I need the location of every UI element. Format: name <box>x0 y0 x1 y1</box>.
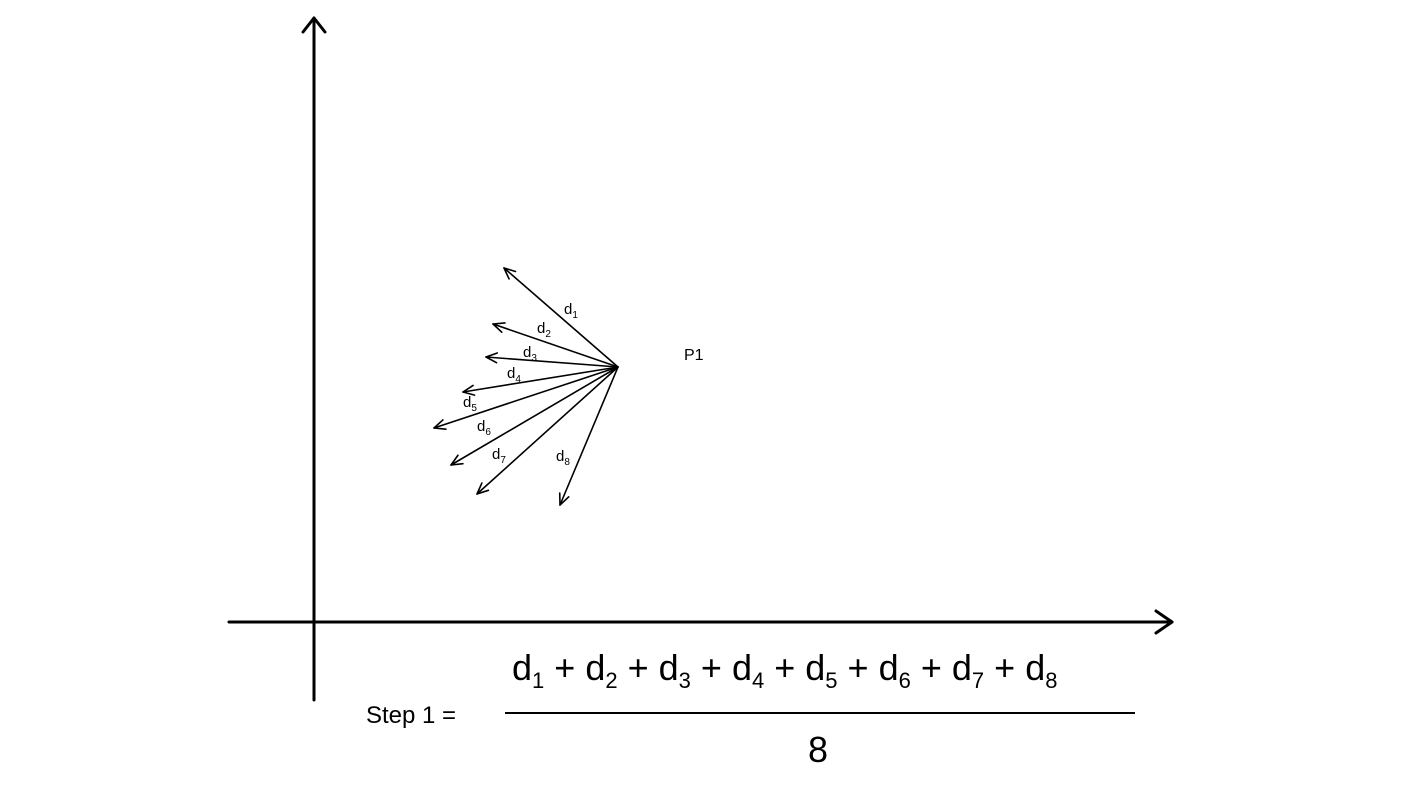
numerator-subscript-1: 1 <box>532 668 544 693</box>
numerator-term-d1: d <box>512 647 532 688</box>
formula-denominator: 8 <box>808 729 828 770</box>
plus-operator: + <box>691 647 732 688</box>
numerator-term-d5: d <box>805 647 825 688</box>
numerator-subscript-8: 8 <box>1045 668 1057 693</box>
plus-operator: + <box>764 647 805 688</box>
numerator-subscript-4: 4 <box>752 668 764 693</box>
y-axis-arrowhead <box>301 16 327 34</box>
numerator-subscript-6: 6 <box>899 668 911 693</box>
vector-label-d3: d3 <box>523 344 537 364</box>
plus-operator: + <box>618 647 659 688</box>
vector-label-d8: d8 <box>556 448 570 468</box>
vector-label-d1: d1 <box>564 301 578 321</box>
vector-d7-arrowhead <box>476 482 490 495</box>
vector-d7 <box>476 366 619 495</box>
numerator-term-d8: d <box>1025 647 1045 688</box>
vector-label-d5: d5 <box>463 394 477 414</box>
vector-label-d7: d7 <box>492 446 506 466</box>
vector-d8-arrowhead <box>558 492 570 506</box>
vector-d6 <box>450 366 619 466</box>
vector-d3 <box>485 356 619 368</box>
numerator-subscript-5: 5 <box>825 668 837 693</box>
formula-numerator: d1 + d2 + d3 + d4 + d5 + d6 + d7 + d8 <box>512 647 1057 693</box>
plus-operator: + <box>984 647 1025 688</box>
vector-d5-arrowhead <box>433 419 447 430</box>
axes <box>227 16 1174 702</box>
vector-d6-arrowhead <box>450 454 464 466</box>
vector-d1 <box>503 267 619 368</box>
numerator-term-d3: d <box>659 647 679 688</box>
point-p1-label: P1 <box>684 347 704 364</box>
numerator-subscript-3: 3 <box>679 668 691 693</box>
vector-label-d6: d6 <box>477 418 491 438</box>
plus-operator: + <box>838 647 879 688</box>
numerator-term-d2: d <box>585 647 605 688</box>
vector-d4-arrowhead <box>462 384 476 396</box>
distance-vectors <box>433 267 619 506</box>
numerator-term-d7: d <box>952 647 972 688</box>
vector-d8 <box>559 366 619 506</box>
numerator-term-d6: d <box>879 647 899 688</box>
vector-label-d4: d4 <box>507 365 521 385</box>
plus-operator: + <box>544 647 585 688</box>
numerator-subscript-7: 7 <box>972 668 984 693</box>
vector-d2-arrowhead <box>492 322 506 333</box>
numerator-term-d4: d <box>732 647 752 688</box>
vector-d5 <box>433 366 619 429</box>
x-axis-arrowhead <box>1154 609 1174 635</box>
step-formula: Step 1 = d1 + d2 + d3 + d4 + d5 + d6 + d… <box>366 647 1135 770</box>
vector-d4 <box>462 366 619 393</box>
vector-label-d2: d2 <box>537 320 551 340</box>
vector-d2 <box>492 323 619 368</box>
plus-operator: + <box>911 647 952 688</box>
vector-d3-arrowhead <box>485 352 499 364</box>
vector-d1-arrowhead <box>503 267 517 280</box>
numerator-subscript-2: 2 <box>605 668 617 693</box>
step-label: Step 1 = <box>366 702 456 729</box>
